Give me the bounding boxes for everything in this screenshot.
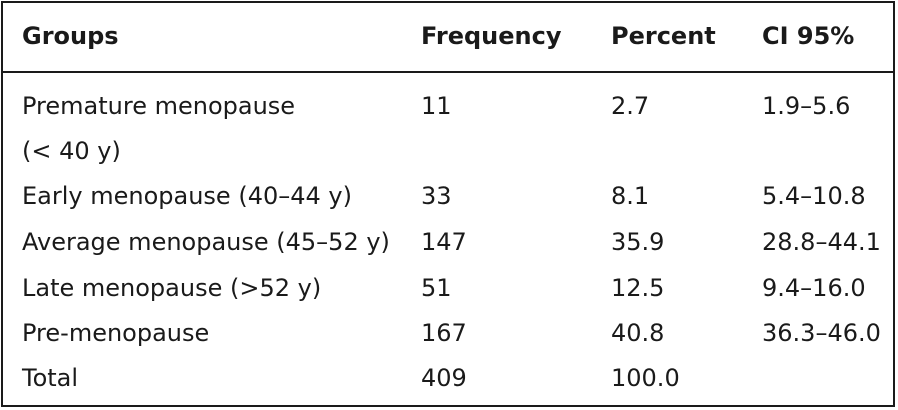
percent-cell: 100.0 — [611, 364, 680, 392]
group-cell-line2: (< 40 y) — [22, 137, 121, 165]
ci-cell: 9.4–16.0 — [762, 274, 866, 302]
table-header-row: Groups Frequency Percent CI 95% — [3, 3, 893, 73]
header-frequency: Frequency — [421, 22, 562, 50]
frequency-cell: 167 — [421, 319, 467, 347]
ci-cell: 36.3–46.0 — [762, 319, 881, 347]
percent-cell: 12.5 — [611, 274, 665, 302]
header-ci: CI 95% — [762, 22, 855, 50]
frequency-cell: 51 — [421, 274, 452, 302]
percent-cell: 8.1 — [611, 182, 650, 210]
percent-cell: 40.8 — [611, 319, 665, 347]
percent-cell: 2.7 — [611, 92, 650, 120]
frequency-cell: 147 — [421, 228, 467, 256]
ci-cell: 28.8–44.1 — [762, 228, 881, 256]
header-groups: Groups — [22, 22, 119, 50]
frequency-cell: 409 — [421, 364, 467, 392]
group-cell: Late menopause (>52 y) — [22, 274, 322, 302]
group-cell: Average menopause (45–52 y) — [22, 228, 390, 256]
group-cell: Premature menopause — [22, 92, 296, 120]
header-percent: Percent — [611, 22, 716, 50]
percent-cell: 35.9 — [611, 228, 665, 256]
group-cell: Total — [22, 364, 79, 392]
ci-cell: 1.9–5.6 — [762, 92, 851, 120]
frequency-cell: 11 — [421, 92, 452, 120]
group-cell: Pre-menopause — [22, 319, 210, 347]
frequency-cell: 33 — [421, 182, 452, 210]
group-cell: Early menopause (40–44 y) — [22, 182, 352, 210]
ci-cell: 5.4–10.8 — [762, 182, 866, 210]
